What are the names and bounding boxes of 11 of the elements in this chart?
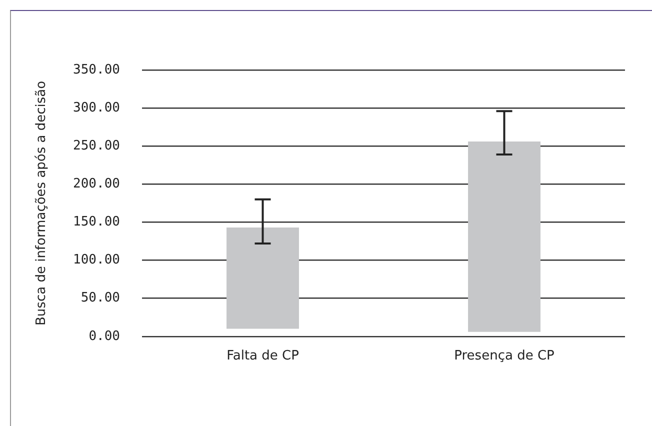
y-tick-label: 350.00	[73, 62, 120, 78]
y-tick-label: 150.00	[73, 214, 120, 230]
y-tick-label: 300.00	[73, 100, 120, 116]
y-tick-label: 250.00	[73, 138, 120, 154]
y-axis-title: Busca de informações após a decisão	[34, 80, 50, 326]
y-tick-label: 0.00	[88, 328, 120, 344]
y-tick-label: 50.00	[80, 290, 120, 306]
y-tick-label: 200.00	[73, 176, 120, 192]
y-tick-label: 100.00	[73, 252, 120, 268]
x-tick-label: Presença de CP	[454, 348, 555, 364]
x-tick-label: Falta de CP	[226, 348, 300, 364]
